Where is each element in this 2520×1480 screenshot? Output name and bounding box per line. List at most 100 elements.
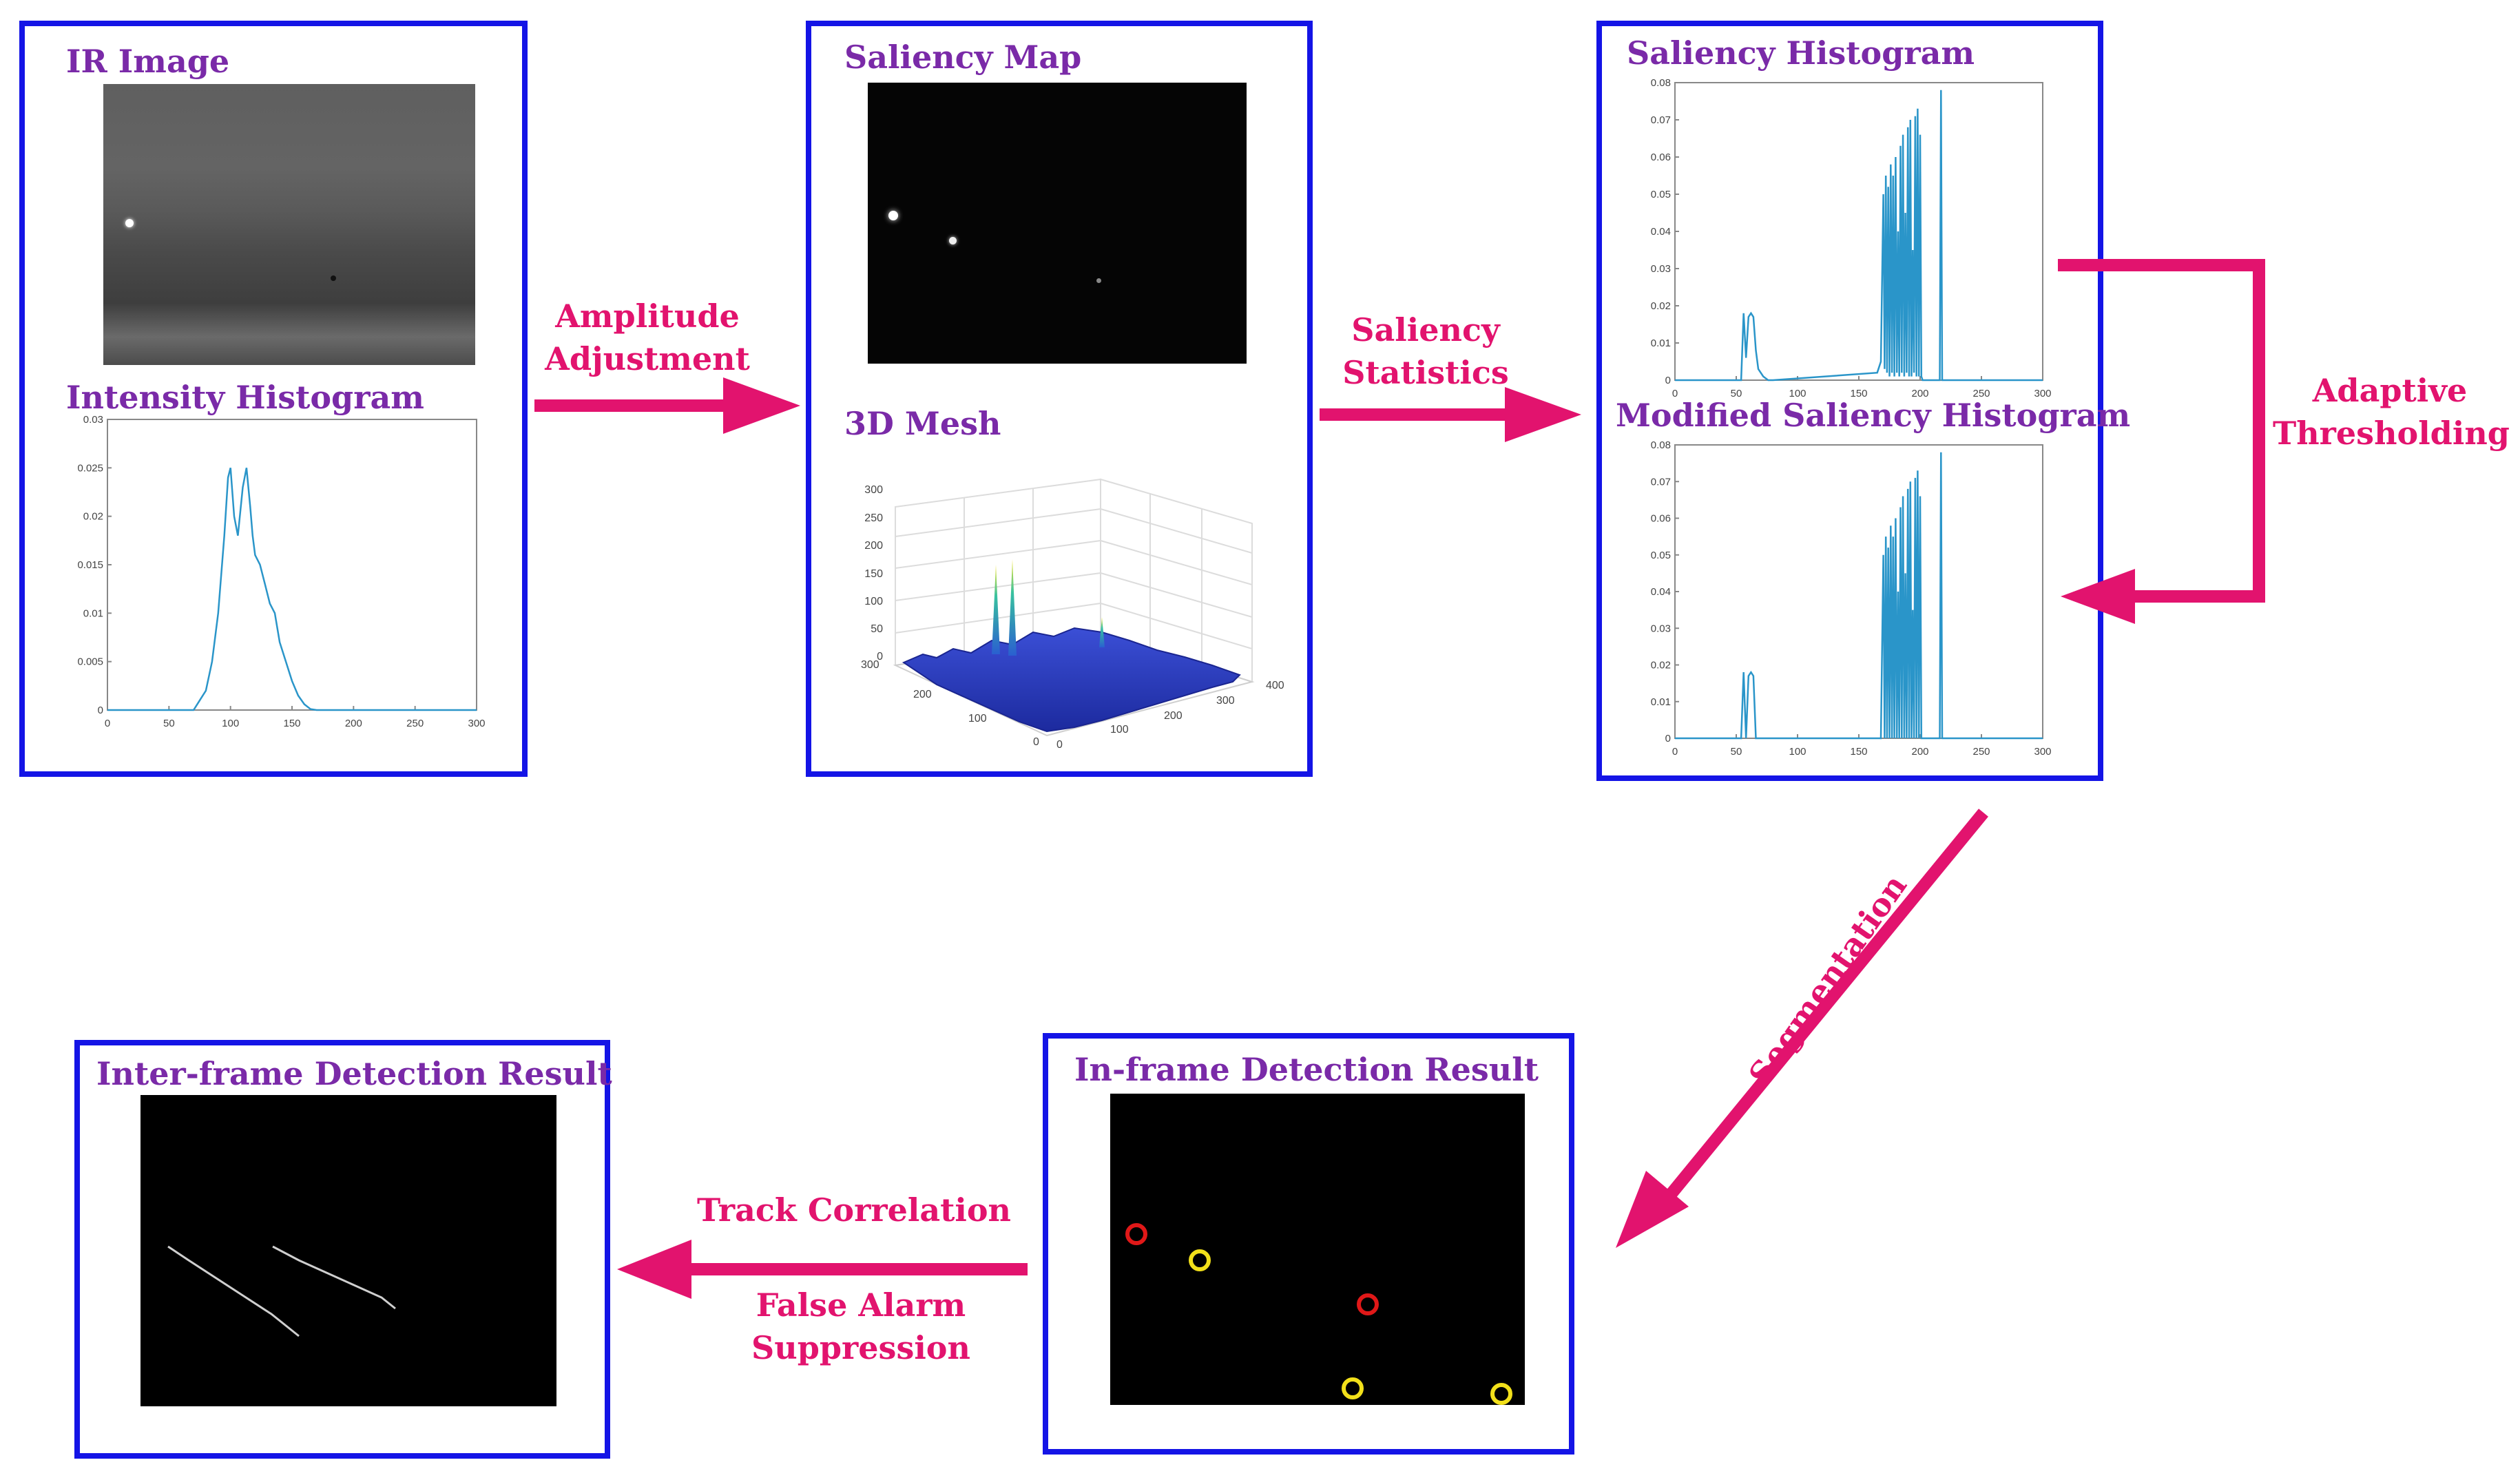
y-tick-label: 0.025 [77,462,103,474]
x-tick-label: 100 [1789,388,1806,399]
x-tick-label: 200 [345,718,362,729]
detection-circle-yellow [1342,1377,1364,1399]
x-tick-label: 50 [1731,746,1742,758]
mesh-spike [1099,617,1105,647]
mesh-grid-line [895,572,1101,601]
y-tick-label: 0.01 [1651,696,1671,708]
mesh-y-tick: 100 [968,713,987,725]
mesh-surface [902,627,1241,733]
y-tick-label: 0 [98,705,103,716]
y-tick-label: 0.01 [1651,337,1671,349]
x-tick-label: 200 [1911,388,1928,399]
mesh-z-tick: 250 [864,512,883,524]
interframe-detection-image [140,1095,556,1406]
saliency-histogram-chart: 0 50 100 150 200 250 300 0 0.01 0.02 0.03 0.04 0.05 0… [1651,77,2052,399]
y-tick-label: 0.02 [83,511,103,523]
x-tick-label: 300 [2034,746,2051,758]
inframe-detection-image [1110,1094,1525,1405]
mesh-grid-line [1100,572,1253,618]
x-tick-label: 100 [1789,746,1806,758]
x-tick-label: 0 [1672,388,1678,399]
false-alarm-suppression-label: False Alarm Suppression [689,1284,1033,1369]
x-tick-label: 150 [1850,746,1867,758]
plot-area [107,419,477,711]
y-tick-label: 0.03 [1651,263,1671,275]
false-alarm-line-1: False Alarm [756,1286,966,1324]
mesh-x-tick: 300 [1216,695,1235,707]
series-line [107,467,477,711]
saliency-map-title: Saliency Map [844,39,1082,76]
y-tick-label: 0.05 [1651,189,1671,200]
track-correlation-label: Track Correlation [697,1191,1011,1229]
y-tick-label: 0.06 [1651,152,1671,163]
flow-arrows [534,259,2265,1299]
y-tick-label: 0.08 [1651,77,1671,89]
x-tick-label: 150 [1850,388,1867,399]
y-tick-label: 0 [1665,733,1671,744]
interframe-detection-panel: Inter-frame Detection Result [74,1040,612,1459]
statistics-line-2: Statistics [1342,354,1509,391]
statistics-line-1: Saliency [1351,311,1500,348]
saliency-panel: Saliency Map 3D Mesh [806,21,1313,777]
mesh-x-tick: 200 [1164,710,1183,722]
mesh-y-tick: 300 [861,659,879,671]
y-tick-label: 0.005 [77,656,103,668]
arrow-amplitude-adjustment [534,377,800,434]
false-alarm-line-2: Suppression [751,1329,970,1366]
ir-image-title: IR Image [66,43,230,80]
x-tick-label: 250 [1972,388,1990,399]
mesh-x-tick: 0 [1056,739,1063,751]
y-tick-label: 0.06 [1651,513,1671,525]
saliency-histogram-title: Saliency Histogram [1627,34,1975,72]
mesh-z-axis: 300 250 200 150 100 50 0 [864,484,883,663]
mesh-x-tick: 100 [1110,724,1129,736]
mesh-z-tick: 100 [864,596,883,607]
mesh-z-tick: 50 [871,623,883,635]
x-tick-label: 300 [2034,388,2051,399]
series-line [1675,452,2043,740]
saliency-3d-mesh: 300 250 200 150 100 50 0 300 200 100 0 0… [861,478,1284,751]
y-tick-label: 0.04 [1651,226,1671,238]
ir-dark-spot [331,275,336,281]
amplitude-adjustment-label: Amplitude Adjustment [544,295,751,380]
y-tick-label: 0.03 [1651,623,1671,634]
mesh-z-tick: 0 [877,651,883,663]
mesh-x-tick: 400 [1266,680,1284,691]
mesh-grid-line [1100,508,1253,554]
arrow-adaptive-thresholding [2058,259,2265,624]
mesh-x-axis: 0 100 200 300 400 [1056,680,1284,751]
adaptive-line-1: Adaptive [2312,372,2468,409]
y-tick-label: 0.02 [1651,660,1671,671]
plot-area [1674,82,2043,381]
x-tick-label: 250 [1972,746,1990,758]
mesh-title: 3D Mesh [844,405,1001,442]
saliency-blob-2 [949,237,957,244]
y-tick-label: 0.05 [1651,550,1671,561]
arrow-track-correlation [617,1240,1028,1299]
amplitude-line-1: Amplitude [555,298,740,335]
x-tick-label: 150 [283,718,300,729]
mesh-grid-line [1100,603,1253,649]
mesh-z-tick: 150 [864,568,883,580]
mesh-y-tick: 0 [1033,736,1039,748]
x-tick-label: 300 [468,718,485,729]
mesh-y-axis: 300 200 100 0 [861,659,1039,748]
arrow-saliency-statistics [1320,387,1581,442]
mesh-grid-line [1100,540,1253,585]
x-tick-label: 0 [105,718,110,729]
track-line-1 [167,1245,300,1337]
detection-circle-yellow [1189,1249,1211,1271]
y-tick-label: 0.02 [1651,300,1671,312]
x-tick-label: 0 [1672,746,1678,758]
intensity-histogram-title: Intensity Histogram [66,379,424,416]
x-tick-label: 50 [1731,388,1742,399]
intensity-histogram-chart: 0 50 100 150 200 250 300 0 0.005 0.01 0.015 0.02 0.0… [77,414,485,729]
mesh-spike [1008,559,1017,656]
y-tick-label: 0.015 [77,559,103,571]
ir-target-dot [125,219,134,227]
amplitude-line-2: Adjustment [545,340,750,377]
y-tick-label: 0.04 [1651,586,1671,598]
y-tick-label: 0.07 [1651,476,1671,488]
x-tick-label: 200 [1911,746,1928,758]
